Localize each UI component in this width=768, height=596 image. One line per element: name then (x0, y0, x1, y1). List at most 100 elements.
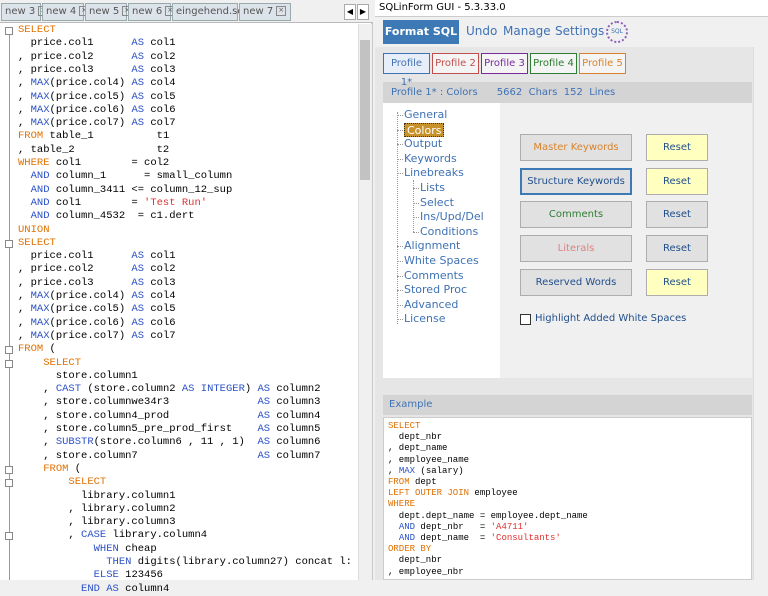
code-text: column4 (118, 582, 170, 595)
fold-marker[interactable] (5, 27, 13, 35)
nav-connector (413, 217, 419, 219)
nav-item[interactable]: Output (404, 137, 443, 151)
nav-item[interactable]: Advanced (404, 297, 459, 311)
editor-tab[interactable]: new 4× (42, 3, 90, 21)
right-scrollbar[interactable] (753, 47, 768, 580)
nav-item[interactable]: Select (420, 195, 454, 209)
editor-tab[interactable]: eingehend.sql× (172, 3, 260, 21)
nav-item[interactable]: License (404, 312, 446, 326)
color-button[interactable]: Comments (520, 201, 632, 229)
checkbox[interactable] (520, 314, 531, 325)
tab-label[interactable]: new 7 (243, 6, 274, 17)
code-token: WHERE (388, 499, 416, 510)
checkbox-label[interactable]: Highlight Added White Spaces (535, 313, 687, 324)
tab-label[interactable]: new 5 (89, 6, 120, 17)
code-text (18, 583, 81, 595)
tab-left-arrow[interactable]: ◀ (344, 4, 356, 20)
code-line: SELECT (18, 24, 358, 37)
tab-label[interactable]: new 3 (5, 6, 36, 17)
manage-button[interactable]: Manage (503, 24, 551, 38)
code-token: MAX (30, 90, 50, 103)
code-text: column3 (270, 396, 321, 409)
code-text (18, 476, 68, 488)
editor-tab[interactable]: new 3× (1, 3, 49, 21)
fold-marker[interactable] (5, 239, 13, 248)
nav-item[interactable]: Stored Proc (404, 283, 468, 297)
tab-close[interactable]: × (276, 6, 287, 16)
code-text: , price.col3 (18, 276, 132, 289)
profile-tab[interactable]: Profile 2 (432, 53, 479, 74)
profile-tab[interactable]: Profile 5 (579, 53, 626, 74)
code-text: ( (68, 462, 82, 475)
nav-item[interactable]: General (404, 108, 448, 121)
profile-tab[interactable]: Profile 3 (481, 53, 528, 74)
reset-button[interactable]: Reset (646, 134, 708, 161)
nav-item[interactable]: Keywords (404, 151, 457, 165)
profile-tab[interactable]: Profile 4 (530, 53, 577, 74)
fold-marker[interactable] (5, 346, 13, 355)
nav-item[interactable]: Comments (404, 268, 464, 282)
code-text: dept (409, 477, 437, 487)
code-text: column_1 = small_column (49, 170, 233, 183)
code-text: dept.dept_name = employee.dept_name (388, 510, 588, 521)
tab-label[interactable]: new 4 (46, 6, 77, 17)
color-button[interactable]: Literals (520, 235, 632, 263)
color-button[interactable]: Master Keywords (520, 134, 632, 161)
code-text: , store.columnwe34r3 (18, 396, 258, 409)
code-line: END AS column4 (18, 583, 358, 596)
nav-item[interactable]: Conditions (420, 224, 479, 238)
code-line: , library.column2 (18, 503, 358, 516)
code-line: , MAX(price.col5) AS col5 (18, 91, 358, 104)
nav-connector (397, 261, 403, 262)
editor-tab[interactable]: new 5× (85, 3, 133, 21)
editor-tab[interactable]: new 6 × (128, 3, 176, 21)
profile-tab[interactable]: Profile 1* (383, 53, 430, 88)
code-token: WHEN (93, 542, 119, 555)
scroll-thumb[interactable] (360, 40, 370, 180)
code-token: AS (131, 303, 145, 316)
code-token: SUBSTR (55, 436, 94, 449)
tab-right-arrow[interactable]: ▶ (357, 4, 369, 20)
code-line: , store.column5_pre_prod_first AS column… (18, 423, 358, 436)
undo-button[interactable]: Undo (466, 24, 498, 38)
nav-item[interactable]: Lists (420, 181, 445, 194)
reset-button[interactable]: Reset (646, 167, 708, 195)
code-text: , employee_name (388, 454, 470, 465)
color-button[interactable]: Reserved Words (520, 268, 632, 296)
code-line: AND dept_nbr = 'A4711' (388, 522, 748, 533)
reset-button[interactable]: Reset (646, 201, 708, 229)
code-text: , (18, 383, 56, 396)
fold-marker[interactable] (5, 479, 13, 488)
code-token: CAST (55, 383, 82, 396)
code-line: , MAX(price.col6) AS col6 (18, 104, 358, 117)
code-line: , price.col2 AS col2 (18, 263, 358, 276)
code-text (18, 197, 31, 209)
nav-connector (397, 246, 403, 248)
color-button[interactable]: Structure Keywords (520, 167, 632, 195)
code-line: AND column_4532 = c1.dert (18, 210, 358, 223)
code-token: AND (30, 183, 50, 196)
nav-item[interactable]: Ins/Upd/Del (420, 210, 484, 224)
reset-button[interactable]: Reset (646, 235, 708, 263)
nav-item[interactable]: Alignment (404, 239, 461, 253)
fold-marker[interactable] (5, 465, 13, 474)
reset-button[interactable]: Reset (646, 268, 708, 296)
code-token: AS (131, 117, 145, 130)
nav-item[interactable]: Linebreaks (404, 166, 464, 180)
format-button[interactable]: Format SQL (383, 20, 459, 44)
code-text (18, 210, 31, 222)
code-text: , store.column5_pre_prod_first (18, 423, 258, 435)
code-text: ( (43, 343, 56, 356)
code-text: , store.column7 (18, 449, 258, 462)
settings-button[interactable]: Settings (555, 24, 605, 38)
tab-label[interactable]: eingehend.sql (176, 6, 247, 17)
fold-marker[interactable] (5, 532, 13, 541)
fold-marker[interactable] (5, 359, 13, 368)
editor-tab[interactable]: new 7 × (239, 3, 291, 21)
code-token: MAX (30, 329, 50, 342)
nav-item[interactable]: White Spaces (404, 254, 479, 267)
code-line: FROM ( (18, 343, 358, 356)
code-text: price.col1 (18, 37, 132, 50)
nav-item[interactable]: Colors (404, 122, 445, 137)
tab-label[interactable]: new 6 (132, 6, 163, 17)
